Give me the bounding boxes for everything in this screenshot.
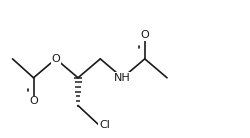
Text: O: O	[52, 54, 60, 64]
Text: Cl: Cl	[99, 120, 110, 130]
Text: O: O	[29, 96, 38, 106]
Text: NH: NH	[114, 73, 131, 83]
Text: O: O	[140, 30, 149, 40]
